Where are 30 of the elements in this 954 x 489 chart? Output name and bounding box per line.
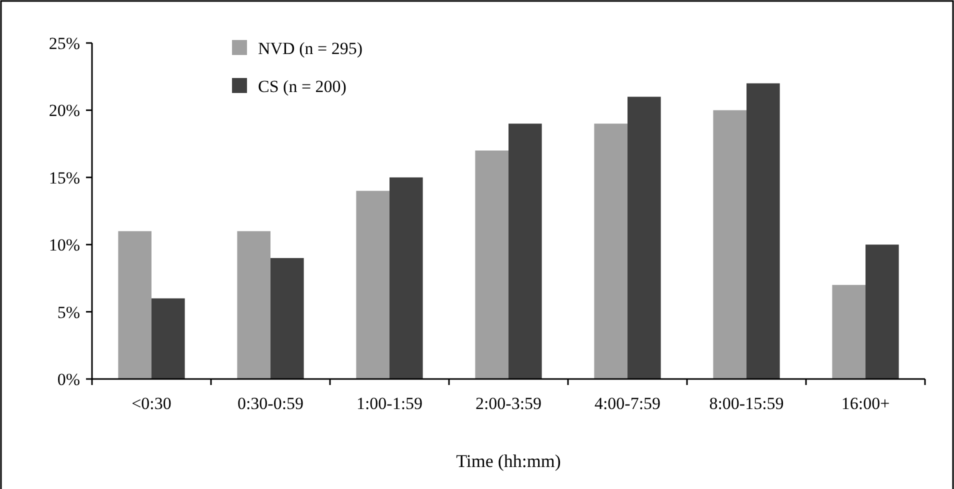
x-tick-label: 1:00-1:59 bbox=[356, 394, 423, 413]
bar bbox=[475, 150, 508, 379]
bar bbox=[118, 231, 152, 379]
legend-label: NVD (n = 295) bbox=[258, 38, 362, 58]
y-tick-label: 5% bbox=[57, 302, 80, 322]
x-tick-label: 2:00-3:59 bbox=[475, 394, 542, 413]
x-tick-label: 4:00-7:59 bbox=[594, 394, 661, 413]
bar bbox=[628, 96, 661, 379]
x-tick-label: 0:30-0:59 bbox=[237, 394, 304, 413]
x-tick-label: <0:30 bbox=[132, 394, 172, 413]
bar bbox=[508, 124, 542, 379]
y-tick-label: 0% bbox=[57, 370, 80, 389]
bar bbox=[713, 110, 746, 379]
bar bbox=[594, 124, 628, 379]
bar bbox=[746, 83, 780, 379]
y-tick-label: 25% bbox=[48, 34, 80, 53]
y-tick-label: 20% bbox=[48, 101, 80, 120]
y-tick-label: 15% bbox=[48, 168, 80, 188]
bar bbox=[866, 244, 899, 379]
bar bbox=[832, 284, 866, 379]
legend-label: CS (n = 200) bbox=[258, 76, 346, 96]
x-tick-label: 8:00-15:59 bbox=[709, 394, 784, 413]
bar bbox=[390, 177, 423, 379]
y-tick-label: 10% bbox=[48, 236, 80, 255]
bar bbox=[152, 298, 185, 379]
x-tick-label: 16:00+ bbox=[841, 394, 890, 413]
bar bbox=[237, 231, 270, 379]
bar bbox=[356, 190, 390, 379]
x-axis-title: Time (hh:mm) bbox=[456, 451, 561, 471]
bar bbox=[270, 258, 304, 379]
